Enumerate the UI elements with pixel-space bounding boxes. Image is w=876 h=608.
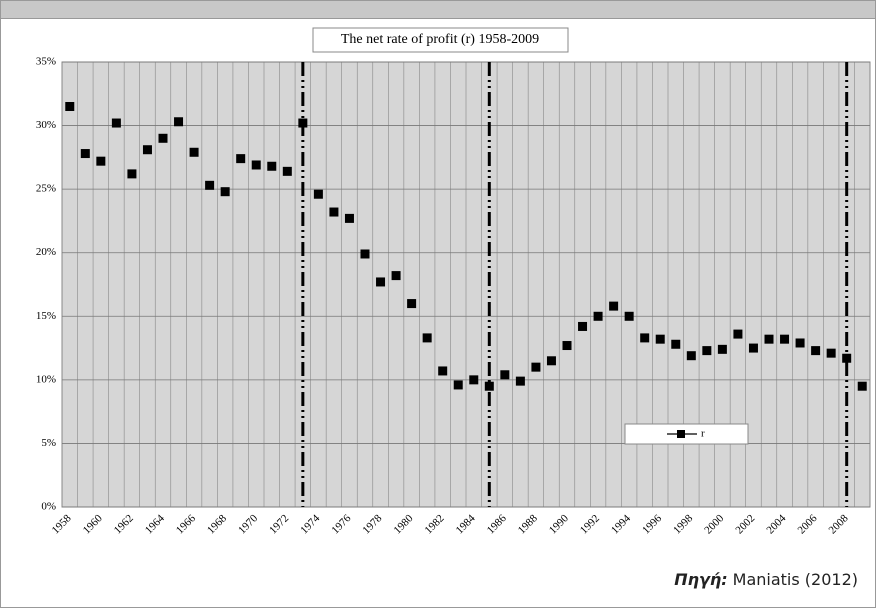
point — [360, 249, 370, 259]
y-tick-label: 15% — [36, 310, 56, 322]
point — [329, 207, 339, 217]
point — [376, 277, 386, 287]
point — [857, 381, 867, 391]
point — [655, 334, 665, 344]
source-label: Πηγή: — [674, 570, 727, 589]
point — [174, 117, 184, 127]
point — [671, 339, 681, 349]
point — [780, 334, 790, 344]
y-tick-label: 20% — [36, 246, 56, 258]
point — [313, 189, 323, 199]
point — [220, 187, 230, 197]
y-tick-label: 0% — [41, 501, 56, 513]
point — [438, 366, 448, 376]
point — [624, 311, 634, 321]
title-box — [312, 27, 569, 53]
y-tick-label: 10% — [36, 373, 56, 385]
point — [205, 180, 215, 190]
y-tick-label: 30% — [36, 119, 56, 131]
legend-label: r — [701, 428, 705, 440]
source: Πηγή: Maniatis (2012) — [674, 570, 858, 589]
point — [842, 353, 852, 363]
y-tick-label: 25% — [36, 183, 56, 195]
y-tick-label: 35% — [36, 56, 56, 68]
point — [469, 375, 479, 385]
point — [484, 381, 494, 391]
point — [236, 154, 246, 164]
point — [391, 271, 401, 281]
point — [748, 343, 758, 353]
chart-title: The net rate of profit (r) 1958-2009 — [341, 32, 539, 47]
point — [267, 161, 277, 171]
point — [65, 102, 75, 111]
point — [453, 380, 463, 390]
point — [96, 156, 106, 166]
point — [189, 147, 199, 157]
point — [795, 338, 805, 348]
point — [251, 160, 261, 170]
point — [546, 356, 556, 366]
point — [500, 370, 510, 380]
point — [733, 329, 743, 339]
point — [578, 321, 588, 331]
point — [515, 376, 525, 386]
point — [702, 346, 712, 356]
point — [80, 149, 90, 159]
point — [111, 118, 121, 128]
point — [142, 145, 152, 155]
top-bar — [0, 0, 876, 19]
point — [344, 213, 354, 223]
point — [422, 333, 432, 343]
point — [640, 333, 650, 343]
point — [609, 301, 619, 311]
y-tick-label: 5% — [41, 437, 56, 449]
point — [826, 348, 836, 358]
point — [764, 334, 774, 344]
point — [127, 169, 137, 179]
point — [686, 351, 696, 361]
point — [717, 344, 727, 354]
point — [531, 362, 541, 372]
point — [811, 346, 821, 356]
point — [298, 118, 308, 128]
point — [158, 133, 168, 143]
source-text: Maniatis (2012) — [733, 570, 858, 589]
point — [282, 166, 292, 176]
point — [593, 311, 603, 321]
legend-marker — [677, 430, 685, 438]
point — [562, 341, 572, 351]
point — [407, 299, 417, 309]
